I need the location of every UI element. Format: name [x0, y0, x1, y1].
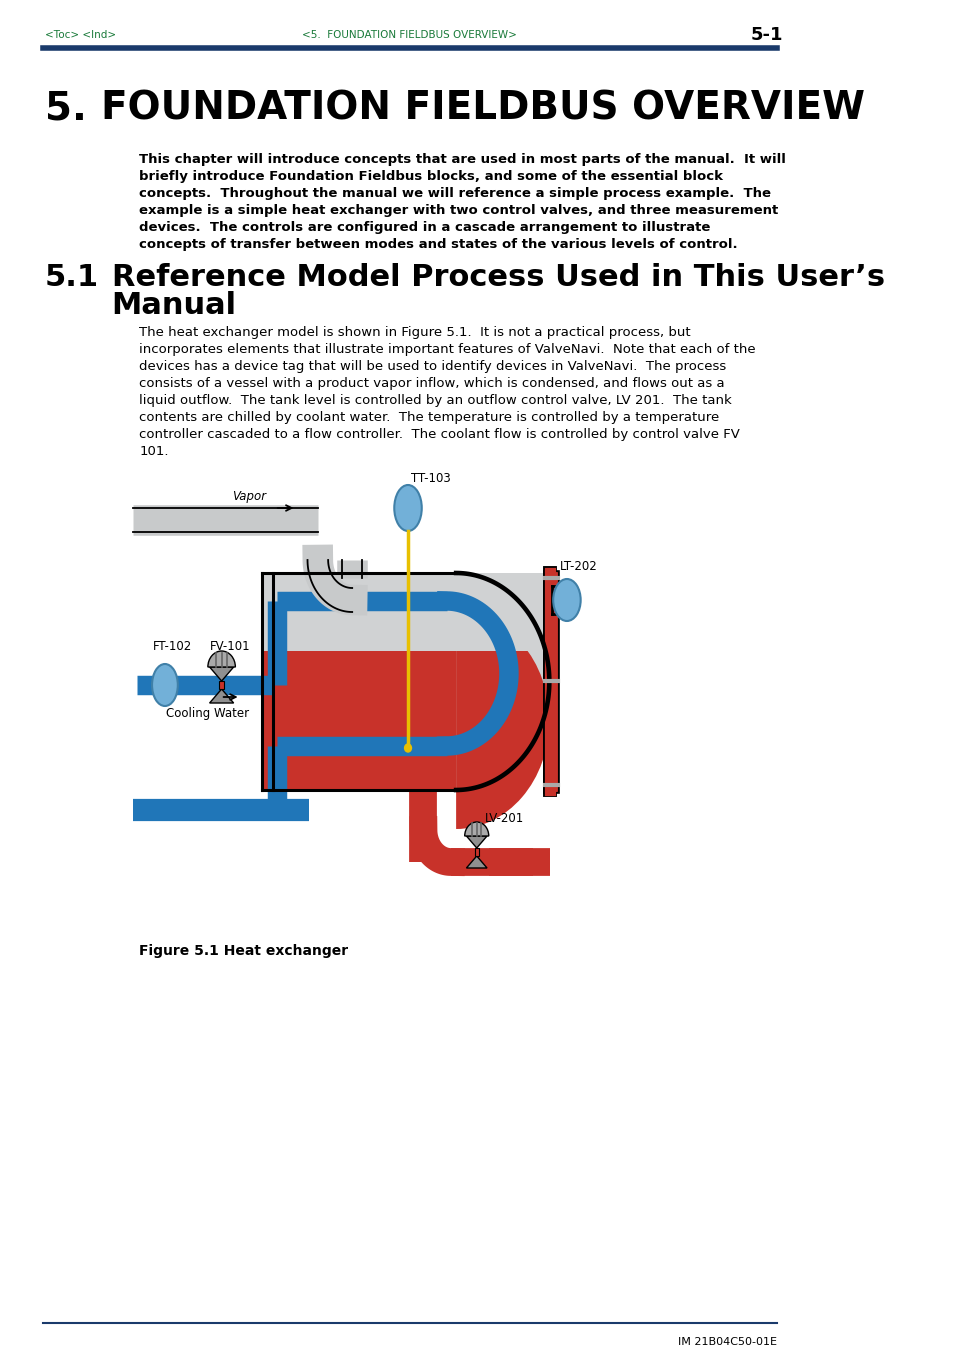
Ellipse shape [152, 663, 177, 707]
Text: 101.: 101. [139, 444, 169, 458]
Text: FV-101: FV-101 [210, 640, 250, 653]
Text: 5.: 5. [45, 91, 87, 128]
Text: liquid outflow.  The tank level is controlled by an outflow control valve, LV 20: liquid outflow. The tank level is contro… [139, 394, 731, 407]
Text: TT-103: TT-103 [411, 471, 451, 485]
Polygon shape [210, 667, 233, 681]
Polygon shape [262, 651, 456, 790]
Polygon shape [474, 848, 478, 857]
Ellipse shape [553, 580, 580, 621]
Wedge shape [464, 821, 488, 836]
Polygon shape [161, 676, 168, 694]
Circle shape [404, 744, 411, 753]
Polygon shape [466, 836, 487, 848]
Ellipse shape [394, 485, 421, 531]
Wedge shape [456, 573, 549, 790]
Text: This chapter will introduce concepts that are used in most parts of the manual. : This chapter will introduce concepts tha… [139, 153, 785, 166]
Text: <5.  FOUNDATION FIELDBUS OVERVIEW>: <5. FOUNDATION FIELDBUS OVERVIEW> [302, 30, 517, 41]
Text: 5.1: 5.1 [45, 263, 99, 292]
Text: contents are chilled by coolant water.  The temperature is controlled by a tempe: contents are chilled by coolant water. T… [139, 411, 719, 424]
Text: The heat exchanger model is shown in Figure 5.1.  It is not a practical process,: The heat exchanger model is shown in Fig… [139, 326, 690, 339]
Text: concepts of transfer between modes and states of the various levels of control.: concepts of transfer between modes and s… [139, 238, 737, 251]
Text: controller cascaded to a flow controller.  The coolant flow is controlled by con: controller cascaded to a flow controller… [139, 428, 740, 440]
Text: devices has a device tag that will be used to identify devices in ValveNavi.  Th: devices has a device tag that will be us… [139, 359, 725, 373]
Text: FOUNDATION FIELDBUS OVERVIEW: FOUNDATION FIELDBUS OVERVIEW [101, 91, 864, 128]
Polygon shape [210, 689, 233, 703]
Polygon shape [454, 573, 553, 651]
Text: devices.  The controls are configured in a cascade arrangement to illustrate: devices. The controls are configured in … [139, 222, 710, 234]
Wedge shape [208, 651, 235, 667]
Text: LV-201: LV-201 [485, 812, 524, 825]
Text: incorporates elements that illustrate important features of ValveNavi.  Note tha: incorporates elements that illustrate im… [139, 343, 755, 357]
Text: Figure 5.1 Heat exchanger: Figure 5.1 Heat exchanger [139, 944, 348, 958]
Wedge shape [456, 612, 549, 830]
Polygon shape [466, 857, 487, 867]
Text: Vapor: Vapor [232, 490, 266, 503]
Text: example is a simple heat exchanger with two control valves, and three measuremen: example is a simple heat exchanger with … [139, 204, 778, 218]
Text: IM 21B04C50-01E: IM 21B04C50-01E [678, 1337, 777, 1347]
Text: Manual: Manual [112, 290, 236, 320]
Text: Cooling Water: Cooling Water [166, 707, 249, 720]
Text: Reference Model Process Used in This User’s: Reference Model Process Used in This Use… [112, 263, 883, 292]
Text: <Toc> <Ind>: <Toc> <Ind> [45, 30, 115, 41]
Text: briefly introduce Foundation Fieldbus blocks, and some of the essential block: briefly introduce Foundation Fieldbus bl… [139, 170, 722, 182]
Polygon shape [262, 573, 456, 790]
Polygon shape [219, 681, 224, 689]
Text: consists of a vessel with a product vapor inflow, which is condensed, and flows : consists of a vessel with a product vapo… [139, 377, 724, 390]
Text: LT-202: LT-202 [559, 561, 598, 573]
Text: concepts.  Throughout the manual we will reference a simple process example.  Th: concepts. Throughout the manual we will … [139, 186, 770, 200]
Text: 5-1: 5-1 [750, 26, 782, 45]
Text: FT-102: FT-102 [152, 640, 192, 653]
